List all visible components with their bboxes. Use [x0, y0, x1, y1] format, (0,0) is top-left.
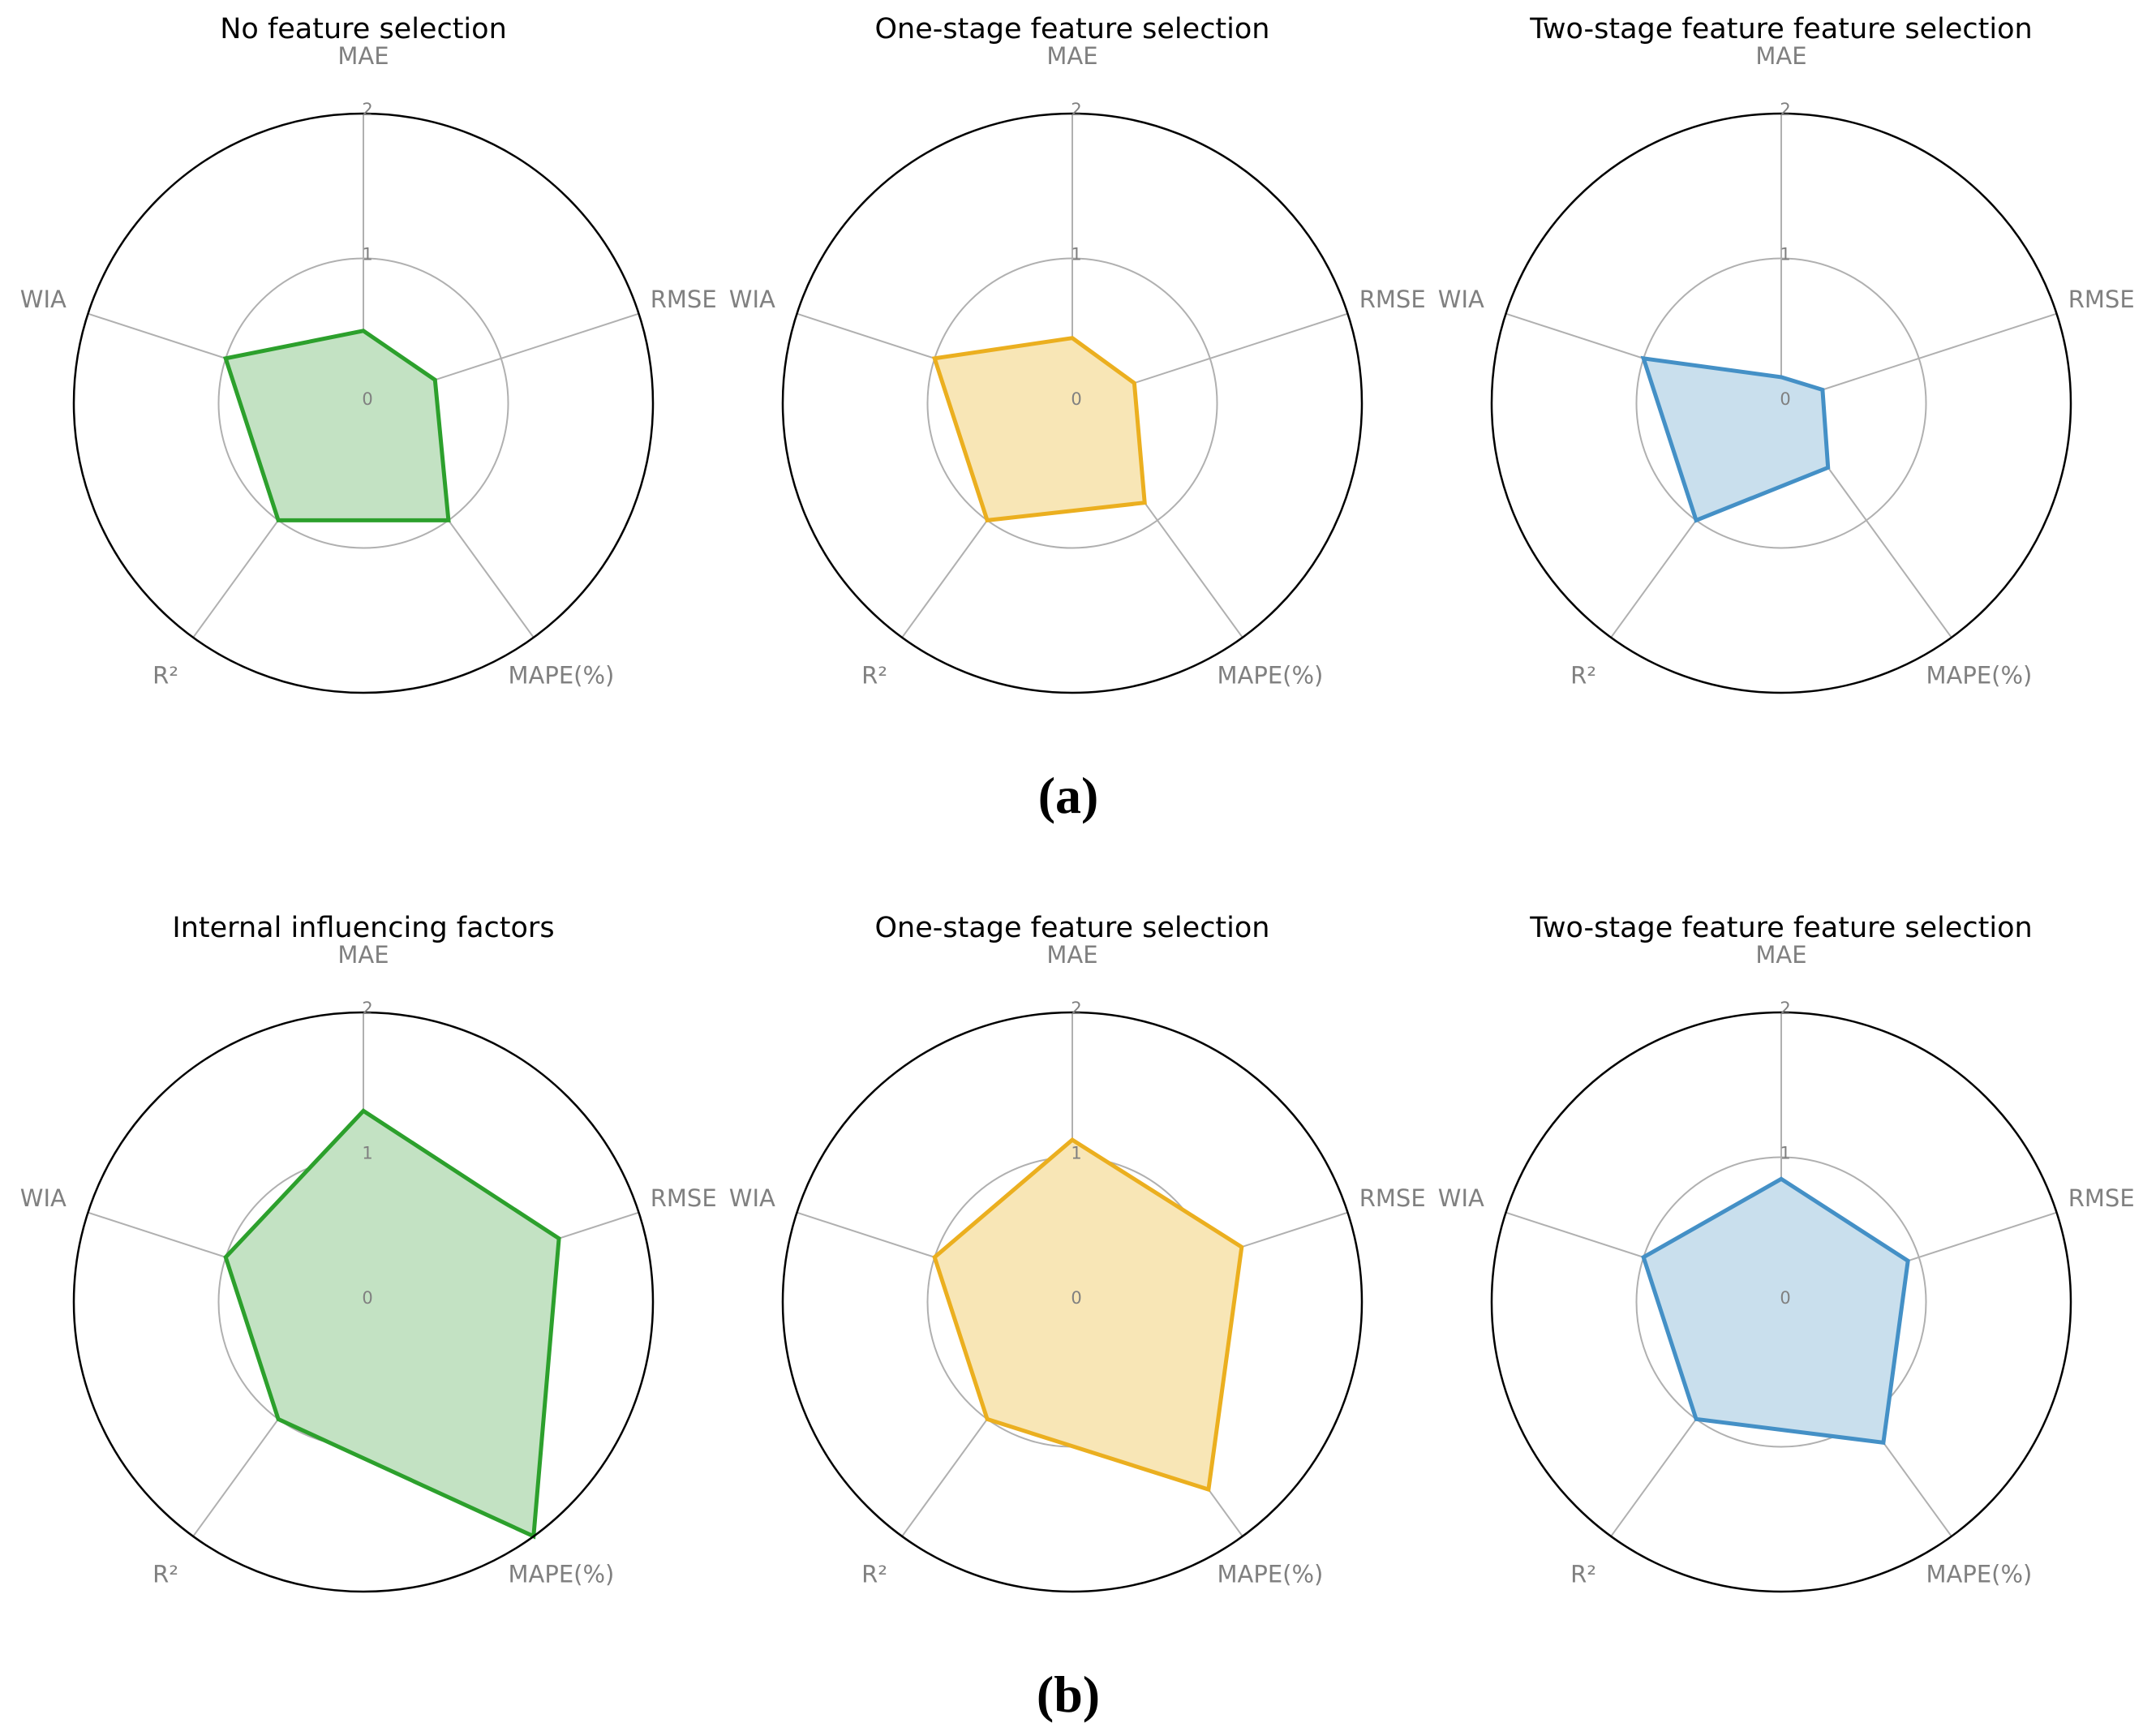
data-polygon: [931, 336, 1147, 523]
axis-label: MAE: [1755, 941, 1806, 969]
chart-title: Two-stage feature feature selection: [1529, 13, 2032, 45]
axis-label: WIA: [729, 286, 775, 313]
axis-label: MAE: [1046, 42, 1097, 70]
axis-label: MAE: [1755, 42, 1806, 70]
axis-label: R²: [861, 1561, 887, 1588]
axis-label: RMSE: [2068, 286, 2135, 313]
radar-chart-4: Internal influencing factors 0 1 2 MAE RMSE MA…: [20, 912, 717, 1593]
axis-spoke: [1780, 312, 2057, 404]
radial-tick-label: 1: [1071, 1144, 1081, 1163]
radar-chart-3: Two-stage feature feature selection 0 1 2 MA…: [1438, 13, 2135, 694]
axis-label: R²: [1570, 662, 1596, 690]
axis-label: MAPE(%): [1218, 662, 1324, 690]
data-polygon: [932, 1137, 1244, 1493]
axis-label: WIA: [1438, 286, 1484, 313]
radial-tick-label: 2: [362, 999, 372, 1018]
radial-tick-label: 0: [1071, 389, 1081, 409]
radial-tick-label: 1: [1071, 245, 1081, 264]
radial-tick-label: 0: [1071, 1288, 1081, 1308]
axis-label: MAE: [337, 42, 389, 70]
axis-label: MAPE(%): [1218, 1561, 1324, 1588]
axis-label: R²: [1570, 1561, 1596, 1588]
axis-label: RMSE: [651, 1184, 717, 1212]
axis-label: MAPE(%): [509, 1561, 615, 1588]
panel-label-b: (b): [1037, 1665, 1100, 1723]
axis-label: MAE: [1046, 941, 1097, 969]
radial-tick-label: 0: [1780, 1288, 1790, 1308]
radial-tick-label: 1: [1780, 245, 1790, 264]
radial-tick-label: 2: [1780, 100, 1790, 119]
radar-chart-6: Two-stage feature feature selection 0 1 2 MA…: [1438, 912, 2135, 1593]
panel-label-a: (a): [1038, 767, 1099, 824]
outer-frame-circle: [1490, 112, 2072, 694]
radial-tick-label: 0: [362, 389, 372, 409]
radial-tick-label: 0: [1780, 389, 1790, 409]
axis-label: RMSE: [2068, 1184, 2135, 1212]
data-polygon: [223, 1108, 561, 1540]
radar-chart-1: No feature selection 0 1 2 MAE RMSE MAPE(%) R² W…: [20, 13, 717, 694]
outer-frame-circle: [72, 112, 655, 694]
chart-title: Internal influencing factors: [172, 912, 554, 944]
radar-chart-5: One-stage feature selection 0 1 2 MAE RMSE MAP…: [729, 912, 1426, 1593]
outer-frame-circle: [781, 1011, 1364, 1593]
outer-frame-circle: [781, 112, 1364, 694]
axis-label: MAPE(%): [1926, 1561, 2033, 1588]
chart-title: Two-stage feature feature selection: [1529, 912, 2032, 944]
axis-label: MAPE(%): [1926, 662, 2033, 690]
radial-tick-label: 2: [1071, 100, 1081, 119]
axis-label: WIA: [1438, 1184, 1484, 1212]
outer-frame-circle: [72, 1011, 655, 1593]
outer-frame-circle: [1490, 1011, 2072, 1593]
radial-tick-label: 2: [362, 100, 372, 119]
radial-tick-label: 1: [362, 1144, 372, 1163]
radial-tick-label: 1: [1780, 1144, 1790, 1163]
axis-label: WIA: [20, 1184, 67, 1212]
chart-title: One-stage feature selection: [875, 912, 1270, 944]
data-polygon: [1640, 355, 1831, 523]
radar-chart-2: One-stage feature selection 0 1 2 MAE RMSE MAP…: [729, 13, 1426, 694]
axis-label: WIA: [729, 1184, 775, 1212]
radial-tick-label: 0: [362, 1288, 372, 1308]
axis-label: R²: [861, 662, 887, 690]
axis-label: RMSE: [1359, 1184, 1426, 1212]
axis-label: WIA: [20, 286, 67, 313]
data-polygon: [1641, 1176, 1910, 1446]
radial-tick-label: 2: [1780, 999, 1790, 1018]
data-polygon: [222, 329, 451, 522]
axis-label: R²: [152, 1561, 178, 1588]
radial-tick-label: 2: [1071, 999, 1081, 1018]
axis-label: R²: [152, 662, 178, 690]
charts-layer: No feature selection 0 1 2 MAE RMSE MAPE(%) R² W…: [20, 13, 2135, 1593]
axis-label: MAPE(%): [509, 662, 615, 690]
chart-title: One-stage feature selection: [875, 13, 1270, 45]
axis-label: MAE: [337, 941, 389, 969]
axis-label: RMSE: [1359, 286, 1426, 313]
chart-title: No feature selection: [220, 13, 507, 45]
axis-label: RMSE: [651, 286, 717, 313]
radial-tick-label: 1: [362, 245, 372, 264]
